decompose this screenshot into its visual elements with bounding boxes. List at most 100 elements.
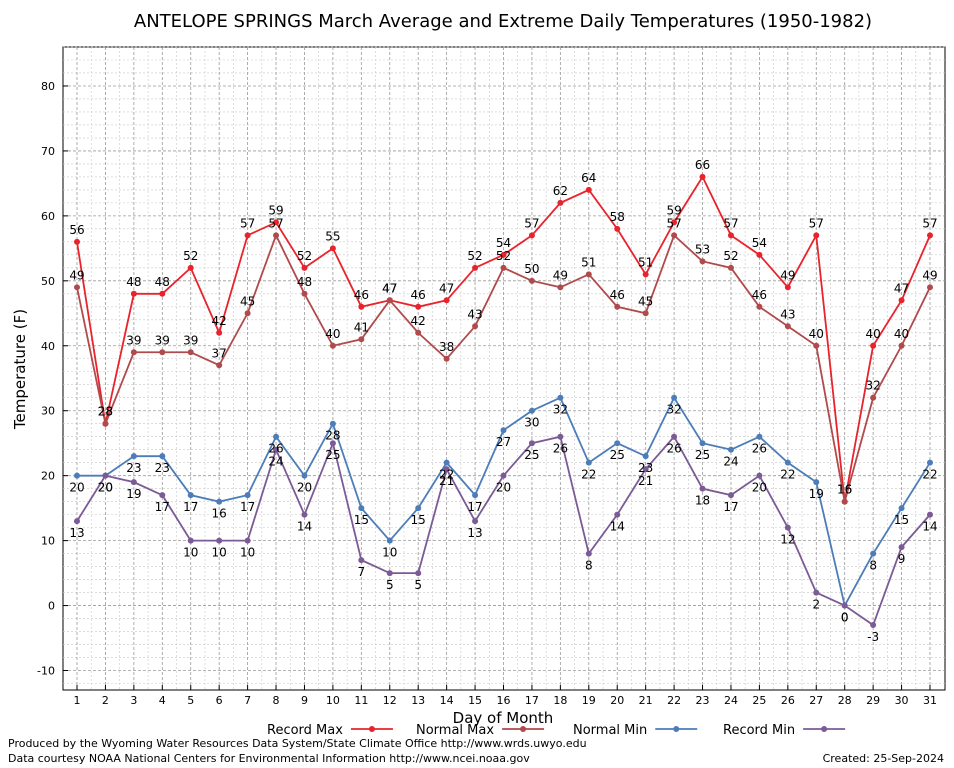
data-label: 17 [723,500,738,514]
data-label: 17 [467,500,482,514]
data-point [358,336,365,343]
data-point [585,186,592,193]
data-label: 51 [581,255,596,269]
data-label: 41 [354,320,369,334]
data-point [727,232,734,239]
data-point [329,440,336,447]
data-label: 25 [325,448,340,462]
data-label: 20 [98,481,113,495]
data-point [614,440,621,447]
y-tick-label: -10 [37,665,55,678]
data-point [898,342,905,349]
data-label: 26 [268,442,283,456]
data-label: 47 [382,281,397,295]
x-tick-label: 27 [809,694,823,707]
x-tick-label: 31 [923,694,937,707]
data-point [614,511,621,518]
data-label: 32 [666,403,681,417]
data-label: 50 [524,262,539,276]
data-point [159,492,166,499]
data-label: 15 [411,513,426,527]
data-label: 54 [752,236,767,250]
data-point [671,232,678,239]
data-point [472,323,479,330]
grid-lines [63,46,945,690]
data-label: 48 [126,275,141,289]
data-label: 39 [126,333,141,347]
data-point [273,446,280,453]
data-label: 22 [439,468,454,482]
data-label: 59 [268,203,283,217]
data-label: 28 [98,405,113,419]
data-point [244,537,251,544]
data-point [898,505,905,512]
data-label: 43 [467,307,482,321]
data-label: 52 [467,249,482,263]
data-point [358,303,365,310]
data-label: 49 [922,268,937,282]
data-label: 40 [865,327,880,341]
footer-created: Created: 25-Sep-2024 [822,752,944,765]
data-label: 38 [439,340,454,354]
data-point [273,219,280,226]
data-label: 30 [524,416,539,430]
data-label: 58 [610,210,625,224]
data-point [244,310,251,317]
x-tick-label: 9 [301,694,308,707]
data-label: 46 [752,288,767,302]
y-tick-label: 50 [41,275,55,288]
x-tick-label: 30 [895,694,909,707]
data-label: 54 [496,236,511,250]
data-label: 57 [809,216,824,230]
x-tick-label: 19 [582,694,596,707]
data-point [329,342,336,349]
data-label: 19 [809,487,824,501]
data-point [74,518,80,525]
data-label: 14 [610,520,625,534]
data-label: 17 [183,500,198,514]
data-label: 39 [183,333,198,347]
data-point [784,524,791,531]
data-label: 25 [524,448,539,462]
plot-area [62,46,946,691]
data-point [585,550,592,557]
data-label: 28 [325,429,340,443]
x-tick-label: 24 [724,694,738,707]
data-point [614,303,621,310]
data-point [841,498,848,505]
data-point [74,284,80,291]
data-label: 56 [69,223,84,237]
data-label: 17 [155,500,170,514]
data-point [528,277,535,284]
x-tick-label: 3 [130,694,137,707]
footer-produced-by: Produced by the Wyoming Water Resources … [8,737,587,750]
data-point [756,433,763,440]
data-point [528,232,535,239]
legend-label: Normal Min [573,723,647,738]
data-label: 64 [581,171,596,185]
data-label: 48 [155,275,170,289]
data-point [557,199,564,206]
data-point [699,258,706,265]
x-tick-label: 12 [383,694,397,707]
data-point [756,303,763,310]
data-point [130,479,137,486]
data-point [671,433,678,440]
data-label: 49 [553,268,568,282]
data-point [187,492,194,499]
data-point [358,557,365,564]
y-tick-label: 20 [41,470,55,483]
legend-marker [520,726,527,732]
data-point [472,264,479,271]
data-label: 13 [467,526,482,540]
data-label: 40 [325,327,340,341]
y-tick-label: 10 [41,535,55,548]
data-label: 46 [610,288,625,302]
data-point [472,492,479,499]
data-label: 52 [723,249,738,263]
data-label: 57 [268,216,283,230]
data-label: 10 [212,546,227,560]
data-point [415,329,422,336]
data-point [301,290,308,297]
